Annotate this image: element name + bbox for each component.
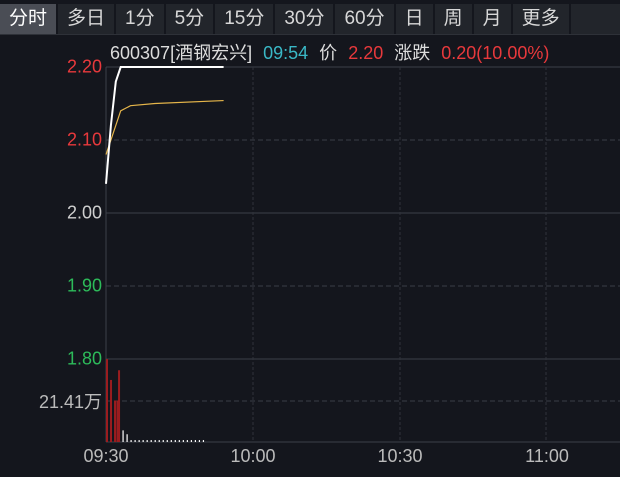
stock-code: 600307	[110, 43, 171, 63]
quote-header: 600307[酒钢宏兴] 09:54 价 2.20 涨跌 0.20(10.00%…	[110, 39, 555, 65]
time-tick: 10:30	[377, 446, 423, 466]
tab-7[interactable]: 日	[396, 4, 435, 34]
price-tick: 1.90	[66, 275, 102, 296]
tab-10[interactable]: 更多	[513, 4, 571, 34]
tab-1[interactable]: 多日	[58, 4, 117, 34]
price-tick: 2.10	[66, 129, 102, 150]
price-tick: 2.20	[66, 56, 102, 77]
stock-name: [酒钢宏兴]	[170, 43, 253, 63]
price-tick: 2.00	[66, 202, 102, 223]
price-line	[105, 66, 224, 184]
price-value: 2.20	[348, 43, 384, 63]
quote-time: 09:54	[263, 43, 309, 63]
change-value: 0.20(10.00%)	[441, 43, 550, 63]
price-label: 价	[319, 43, 338, 63]
avg-price-line	[105, 99, 224, 155]
time-tick: 10:00	[230, 446, 276, 466]
time-tick: 11:00	[525, 446, 569, 466]
tab-3[interactable]: 5分	[166, 4, 216, 34]
tab-9[interactable]: 月	[474, 4, 513, 34]
tab-5[interactable]: 30分	[275, 4, 336, 34]
time-tick: 09:30	[83, 446, 129, 466]
tab-8[interactable]: 周	[435, 4, 474, 34]
period-tabs: 分时 多日 1分 5分 15分 30分 60分日周月更多	[0, 4, 620, 35]
change-label: 涨跌	[394, 43, 431, 63]
volume-tick: 21.41万	[38, 392, 102, 412]
price-tick: 1.80	[66, 348, 102, 369]
tab-6[interactable]: 60分	[335, 4, 396, 34]
tab-2[interactable]: 1分	[116, 4, 166, 34]
tab-0[interactable]: 分时	[0, 4, 59, 34]
tab-4[interactable]: 15分	[215, 4, 276, 34]
